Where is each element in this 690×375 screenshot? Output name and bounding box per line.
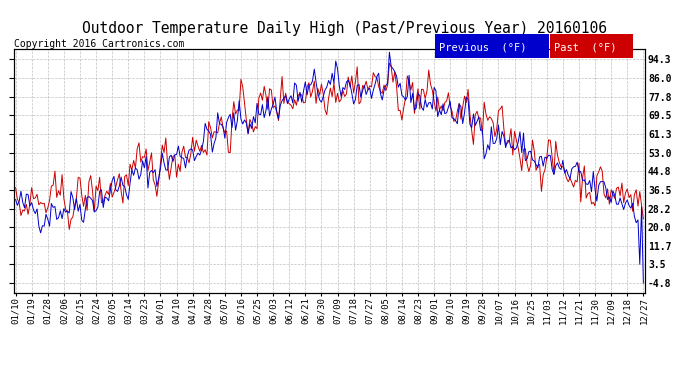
Text: Outdoor Temperature Daily High (Past/Previous Year) 20160106: Outdoor Temperature Daily High (Past/Pre… <box>83 21 607 36</box>
Text: Past  (°F): Past (°F) <box>554 43 617 53</box>
Text: Previous  (°F): Previous (°F) <box>439 43 526 53</box>
Text: Copyright 2016 Cartronics.com: Copyright 2016 Cartronics.com <box>14 39 184 50</box>
